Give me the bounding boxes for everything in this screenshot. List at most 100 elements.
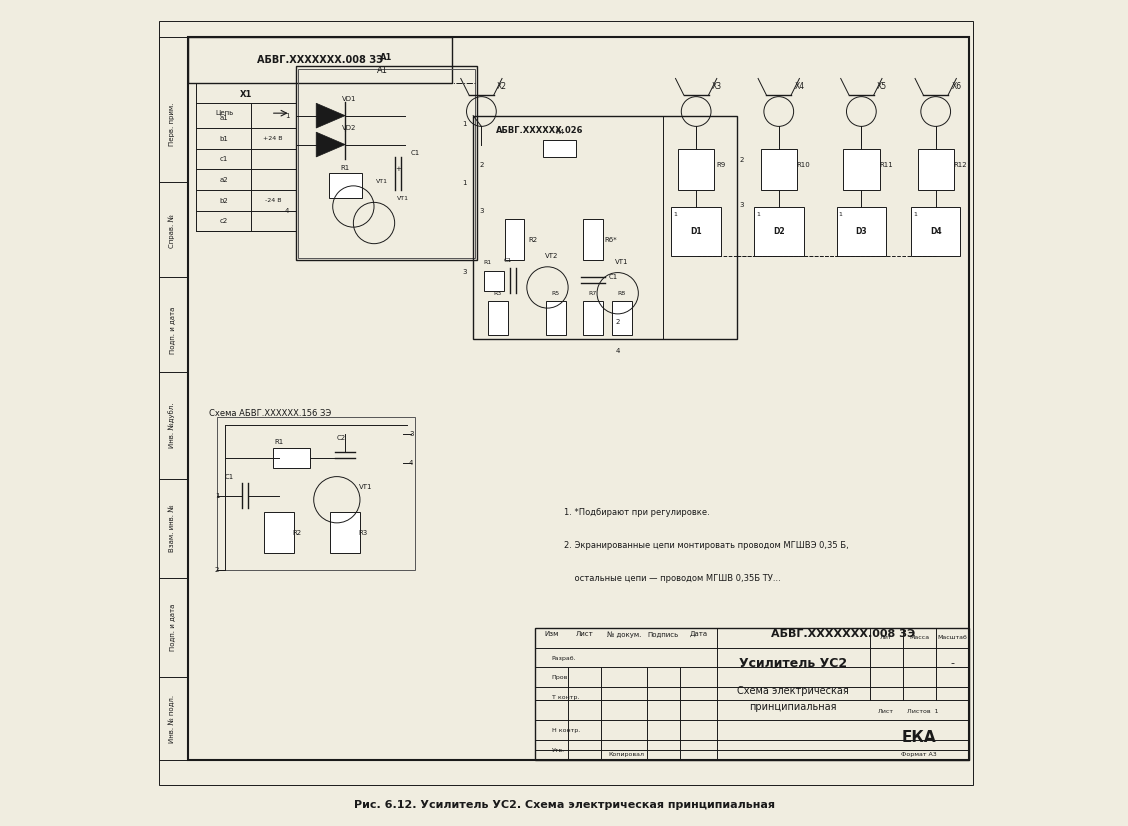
Text: 1: 1 [839,212,843,217]
Text: Т контр.: Т контр. [552,695,579,700]
Text: R11: R11 [879,162,893,169]
Text: 1: 1 [462,121,467,127]
Bar [488,301,508,335]
Bar [844,149,880,190]
Text: C2: C2 [336,434,345,441]
Text: -: - [950,658,954,668]
Text: Листов  1: Листов 1 [907,709,938,714]
Text: 3: 3 [409,430,414,437]
Text: D1: D1 [690,227,702,235]
Text: 1: 1 [285,112,290,119]
Bar [678,149,714,190]
Text: R10: R10 [796,162,810,169]
Text: D3: D3 [855,227,867,235]
Bar [535,628,969,760]
Text: Рис. 6.12. Усилитель УС2. Схема электрическая принципиальная: Рис. 6.12. Усилитель УС2. Схема электрич… [353,800,775,809]
Text: АБВГ.XXXXXX.026: АБВГ.XXXXXX.026 [495,126,583,135]
Text: X1: X1 [240,91,253,99]
Text: R7: R7 [589,291,597,296]
Text: X6: X6 [951,83,961,91]
Text: 4: 4 [616,348,620,354]
Text: остальные цепи — проводом МГШВ 0,35Б ТУ...: остальные цепи — проводом МГШВ 0,35Б ТУ.… [564,574,781,582]
Text: Подп. и дата: Подп. и дата [169,306,175,354]
Polygon shape [316,132,345,157]
Text: Формат А3: Формат А3 [901,752,937,757]
Bar [328,173,362,198]
Text: VD1: VD1 [342,96,356,102]
Text: VD2: VD2 [342,125,356,131]
Bar [188,37,452,83]
Text: R12: R12 [953,162,968,169]
Text: Перв. прим.: Перв. прим. [169,102,175,145]
Text: Разраб.: Разраб. [552,656,576,661]
Bar [188,37,969,760]
Bar [671,206,721,256]
Bar [273,448,309,468]
Text: D4: D4 [929,227,942,235]
Text: R3: R3 [359,529,368,536]
Text: X3: X3 [712,83,722,91]
Text: R8: R8 [618,291,626,296]
Text: R4: R4 [555,129,564,135]
Text: +: + [395,166,400,173]
Text: R6*: R6* [605,236,617,243]
Text: Копировал: Копировал [608,752,644,757]
Text: Подпись: Подпись [647,631,679,638]
Text: 1: 1 [462,179,467,186]
Text: 4: 4 [409,459,413,466]
Text: c1: c1 [220,156,228,163]
Text: Инв. № подл.: Инв. № подл. [169,695,175,743]
Text: X5: X5 [876,83,887,91]
Text: принципиальная: принципиальная [749,702,837,712]
Text: АБВГ.XXXXXXX.008 ЗЭ: АБВГ.XXXXXXX.008 ЗЭ [257,55,384,65]
Bar [917,149,954,190]
Text: Пров.: Пров. [552,676,570,681]
Text: Схема электрическая: Схема электрическая [738,686,849,696]
Bar [611,301,632,335]
Text: 2. Экранированные цепи монтировать проводом МГШВЭ 0,35 Б,: 2. Экранированные цепи монтировать прово… [564,541,848,549]
Bar [837,206,887,256]
Text: Лист: Лист [878,709,893,714]
Text: Взам. инв. №: Взам. инв. № [169,505,175,553]
Text: +24 В: +24 В [263,136,282,141]
Text: R2: R2 [292,529,302,536]
Text: D2: D2 [773,227,785,235]
Text: VT1: VT1 [615,259,628,265]
Text: VT1: VT1 [359,484,372,491]
Text: a1: a1 [220,115,229,121]
Text: VT1: VT1 [377,179,388,184]
Text: VT1: VT1 [397,196,409,201]
Text: 2: 2 [215,567,219,573]
Text: 3: 3 [479,207,484,214]
Text: R1: R1 [483,260,492,265]
Text: a2: a2 [220,177,229,183]
Text: X2: X2 [497,83,508,91]
Text: 1: 1 [913,212,917,217]
Bar [331,512,360,553]
Bar [583,219,602,260]
Text: № докум.: № докум. [607,631,642,638]
Bar [296,66,477,260]
Text: Н контр.: Н контр. [552,729,580,733]
Text: Утв.: Утв. [552,748,565,753]
Text: 4: 4 [285,207,290,214]
Text: Подп. и дата: Подп. и дата [169,604,175,652]
Text: C1: C1 [504,258,512,263]
Bar [546,301,565,335]
Text: Схема АБВГ.XXXXXX.156 ЗЭ: Схема АБВГ.XXXXXX.156 ЗЭ [209,409,332,417]
Text: 3: 3 [739,202,743,208]
Bar [544,140,576,157]
Text: A1: A1 [377,66,388,74]
Text: R5: R5 [552,291,559,296]
Text: 2: 2 [616,319,620,325]
Bar [264,512,294,553]
Text: 1: 1 [214,492,219,499]
Text: АБВГ.XXXXXXX.008 ЗЭ: АБВГ.XXXXXXX.008 ЗЭ [770,629,915,639]
Text: 2: 2 [479,162,484,169]
Bar [484,271,504,291]
Text: A1: A1 [380,54,393,62]
Text: b1: b1 [220,135,229,142]
Text: Цепь: Цепь [215,110,233,116]
Text: c2: c2 [220,218,228,225]
Text: Изм: Изм [545,631,558,638]
